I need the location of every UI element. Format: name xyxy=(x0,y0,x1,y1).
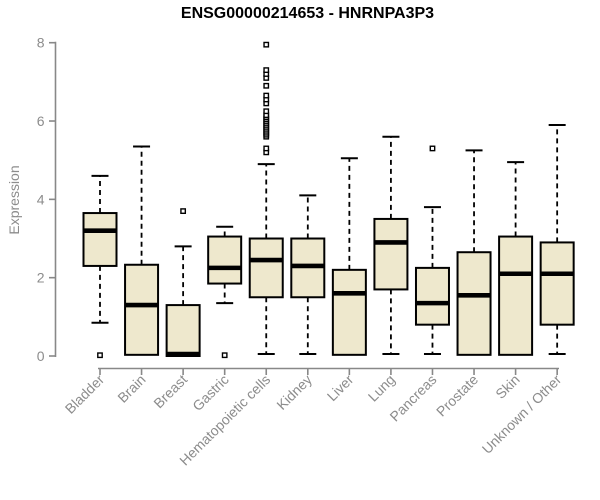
iqr-box xyxy=(498,235,534,356)
x-category-label-lung: Lung xyxy=(365,371,398,404)
x-category-label-liver: Liver xyxy=(324,371,357,404)
iqr-box xyxy=(82,212,118,267)
y-tick-label: 2 xyxy=(37,270,45,286)
iqr-box xyxy=(124,263,160,356)
outlier-point xyxy=(263,82,270,89)
iqr-box xyxy=(165,304,201,357)
outlier-point xyxy=(263,41,270,48)
chart-title: ENSG00000214653 - HNRNPA3P3 xyxy=(180,5,435,22)
x-category-label-brain: Brain xyxy=(114,371,148,405)
outlier-point xyxy=(263,67,270,74)
x-category-label-skin: Skin xyxy=(492,371,523,402)
x-category-label-kidney: Kidney xyxy=(273,371,315,413)
iqr-box xyxy=(331,268,367,356)
y-axis: 0 2 4 6 8 xyxy=(37,35,57,364)
y-tick-label: 4 xyxy=(37,191,45,207)
box-group-pancreas xyxy=(414,145,450,356)
outlier-point xyxy=(221,352,228,359)
x-category-label-breast: Breast xyxy=(150,371,190,411)
x-category-label-prostate: Prostate xyxy=(433,371,481,419)
box-group-gastric xyxy=(207,225,243,359)
box-group-prostate xyxy=(456,149,492,356)
iqr-box xyxy=(373,217,409,291)
box-group-brain xyxy=(124,145,160,356)
y-tick-label: 6 xyxy=(37,113,45,129)
iqr-box xyxy=(456,251,492,356)
y-tick-label: 8 xyxy=(37,35,45,51)
box-group-bladder xyxy=(82,174,118,359)
x-category-label-bladder: Bladder xyxy=(62,371,108,417)
box-group-hematopoietic-cells xyxy=(248,41,284,356)
outlier-point xyxy=(97,352,103,359)
iqr-box xyxy=(414,266,450,326)
box-group-breast xyxy=(165,208,201,357)
box-group-skin xyxy=(498,161,534,356)
x-category-label-unknown-other: Unknown / Other xyxy=(479,371,565,457)
box-group-unknown-other xyxy=(539,123,575,356)
box-group-kidney xyxy=(290,194,326,356)
outlier-point xyxy=(429,145,436,152)
iqr-box xyxy=(207,235,243,285)
box-group-lung xyxy=(373,135,409,356)
outlier-point xyxy=(263,108,270,115)
box-group-liver xyxy=(331,157,367,356)
y-tick-label: 0 xyxy=(37,348,45,364)
iqr-box xyxy=(539,241,575,326)
outlier-point xyxy=(263,145,270,152)
outlier-point xyxy=(180,208,187,214)
iqr-box xyxy=(248,237,284,299)
outlier-point xyxy=(263,92,270,99)
